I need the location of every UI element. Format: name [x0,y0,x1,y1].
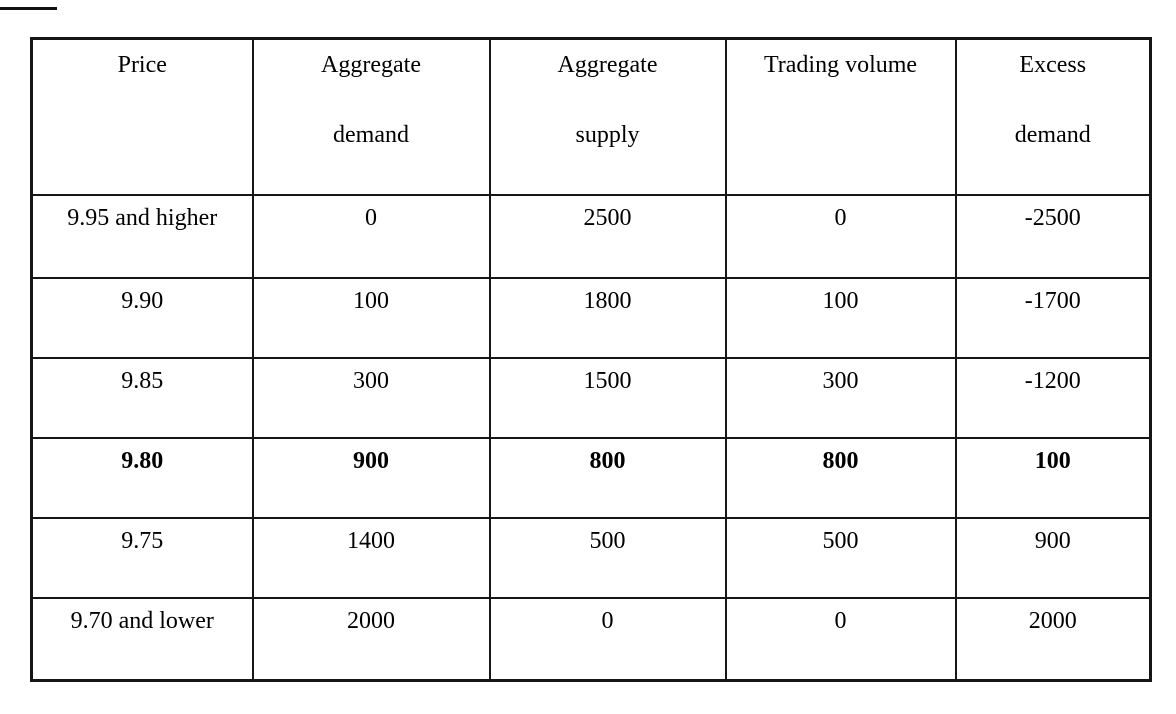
cell-trading-volume: 0 [724,193,957,279]
header-aggregate-demand-line1: Aggregate [321,52,421,78]
cell-aggregate-supply: 0 [488,596,727,682]
cell-trading-volume: 100 [724,276,957,359]
header-trading-volume: Trading volume [724,37,957,196]
cell-aggregate-supply: 2500 [488,193,727,279]
cell-excess-demand: 2000 [954,596,1152,682]
cell-aggregate-supply: 1500 [488,356,727,439]
cell-excess-demand: -1200 [954,356,1152,439]
header-price: Price [30,37,254,196]
table-row: 9.90 100 1800 100 -1700 [30,276,1152,359]
header-excess-demand: Excess demand [954,37,1152,196]
cell-trading-volume: 0 [724,596,957,682]
cell-aggregate-supply: 800 [488,436,727,519]
table-row-equilibrium: 9.80 900 800 800 100 [30,436,1152,519]
cell-excess-demand: -1700 [954,276,1152,359]
header-aggregate-supply-line2: supply [575,122,640,148]
table-row: 9.95 and higher 0 2500 0 -2500 [30,193,1152,279]
cell-aggregate-demand: 100 [251,276,491,359]
cell-aggregate-demand: 900 [251,436,491,519]
header-aggregate-demand-line2: demand [333,122,409,148]
cell-excess-demand: 900 [954,516,1152,599]
header-excess-demand-line1: Excess [1019,52,1087,78]
header-aggregate-demand: Aggregate demand [251,37,491,196]
stray-line-artifact [0,7,57,10]
cell-trading-volume: 300 [724,356,957,439]
cell-aggregate-demand: 1400 [251,516,491,599]
order-book-table: Price Aggregate demand Aggregate supply … [30,37,1152,682]
cell-aggregate-demand: 0 [251,193,491,279]
cell-trading-volume: 800 [724,436,957,519]
cell-aggregate-supply: 1800 [488,276,727,359]
header-price-line1: Price [117,52,167,78]
header-trading-volume-line1: Trading volume [763,52,918,78]
cell-excess-demand: 100 [954,436,1152,519]
header-aggregate-supply-line1: Aggregate [557,52,658,78]
cell-excess-demand: -2500 [954,193,1152,279]
cell-price: 9.75 [30,516,254,599]
table-row: 9.85 300 1500 300 -1200 [30,356,1152,439]
cell-price: 9.90 [30,276,254,359]
cell-price: 9.85 [30,356,254,439]
cell-aggregate-demand: 300 [251,356,491,439]
cell-aggregate-supply: 500 [488,516,727,599]
table-row: 9.75 1400 500 500 900 [30,516,1152,599]
cell-price: 9.70 and lower [30,596,254,682]
cell-trading-volume: 500 [724,516,957,599]
table-row: 9.70 and lower 2000 0 0 2000 [30,596,1152,682]
cell-price: 9.80 [30,436,254,519]
header-aggregate-supply: Aggregate supply [488,37,727,196]
cell-price: 9.95 and higher [30,193,254,279]
table-header-row: Price Aggregate demand Aggregate supply … [30,37,1152,196]
cell-aggregate-demand: 2000 [251,596,491,682]
header-excess-demand-line2: demand [1014,122,1091,148]
